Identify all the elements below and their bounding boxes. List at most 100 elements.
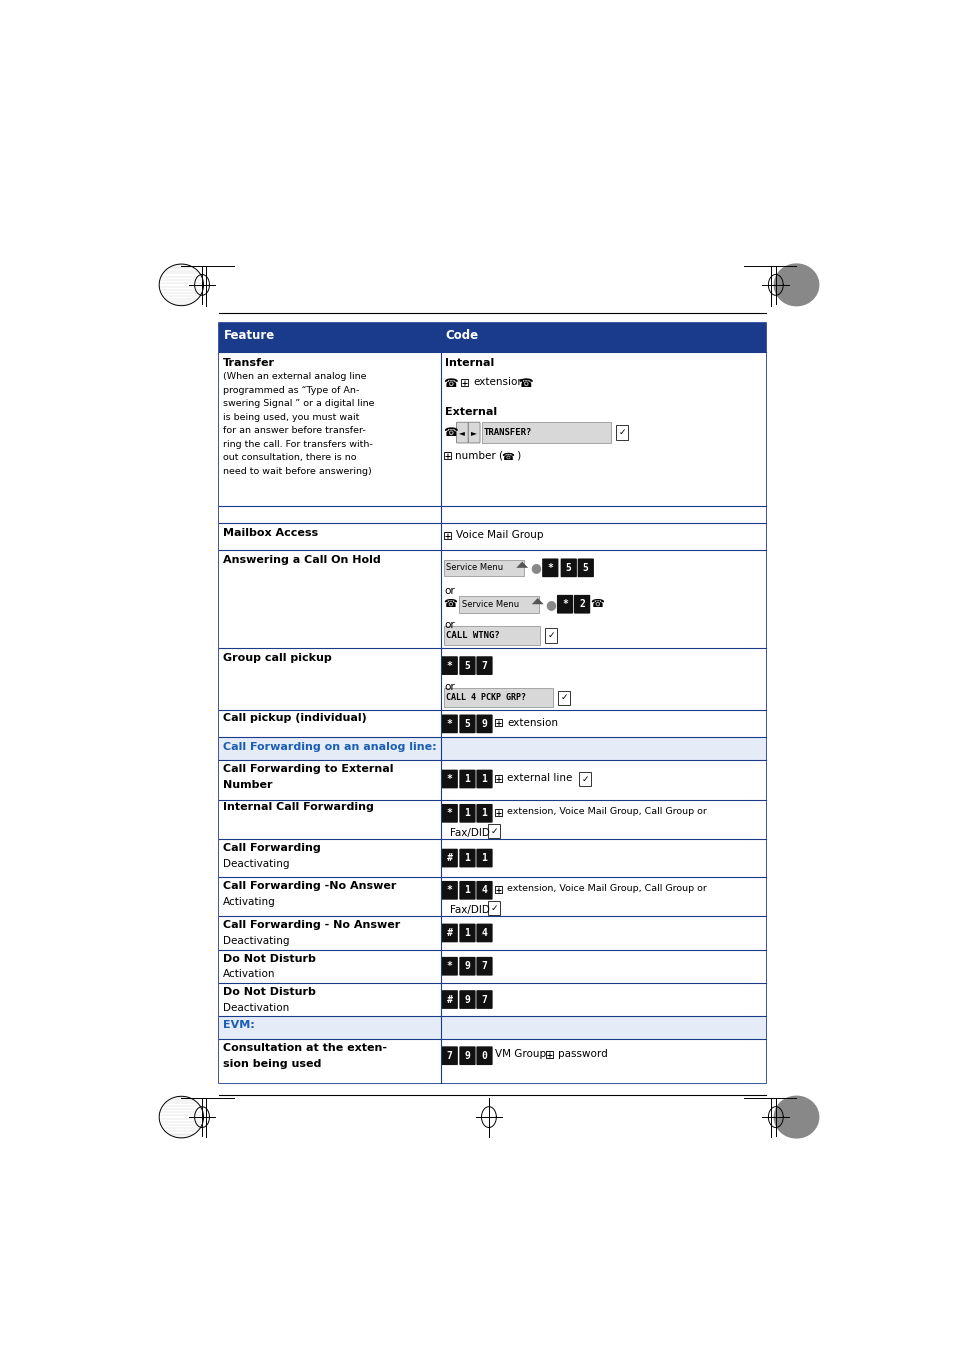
Text: ☎: ☎ (443, 377, 457, 390)
FancyBboxPatch shape (459, 715, 476, 734)
Text: extension: extension (473, 377, 524, 388)
Text: 1: 1 (481, 774, 487, 784)
Text: ►: ► (471, 428, 476, 438)
Text: Internal: Internal (444, 358, 494, 367)
FancyBboxPatch shape (456, 422, 468, 443)
Text: Do Not Disturb: Do Not Disturb (222, 988, 315, 997)
FancyBboxPatch shape (441, 990, 457, 1009)
Text: 4: 4 (481, 928, 487, 938)
FancyBboxPatch shape (459, 1047, 476, 1065)
Bar (219, 800, 765, 839)
Bar (219, 839, 765, 877)
Text: ⊞: ⊞ (459, 377, 469, 390)
Text: 1: 1 (464, 808, 470, 819)
Text: 1: 1 (464, 774, 470, 784)
FancyBboxPatch shape (459, 957, 476, 975)
Text: #: # (446, 994, 453, 1005)
Text: ⊞: ⊞ (494, 773, 504, 785)
Text: ☎: ☎ (518, 377, 533, 390)
Text: Internal Call Forwarding: Internal Call Forwarding (222, 802, 374, 812)
FancyBboxPatch shape (560, 558, 577, 577)
Text: 5: 5 (464, 719, 470, 730)
FancyBboxPatch shape (459, 924, 476, 943)
FancyBboxPatch shape (441, 957, 457, 975)
Text: for an answer before transfer-: for an answer before transfer- (222, 427, 365, 435)
Text: swering Signal ” or a digital line: swering Signal ” or a digital line (222, 400, 374, 408)
Text: *: * (561, 600, 567, 609)
FancyBboxPatch shape (459, 990, 476, 1009)
FancyBboxPatch shape (476, 657, 492, 676)
Text: 1: 1 (481, 852, 487, 863)
Text: *: * (446, 661, 453, 670)
Text: Deactivating: Deactivating (222, 936, 289, 946)
Text: 0: 0 (481, 1051, 487, 1061)
Text: or: or (444, 620, 455, 630)
Bar (219, 323, 765, 1082)
Text: ⊞: ⊞ (545, 1050, 555, 1062)
Bar (616, 426, 627, 440)
Text: ): ) (514, 450, 520, 461)
FancyArrow shape (516, 562, 528, 567)
Text: Do Not Disturb: Do Not Disturb (222, 954, 315, 963)
Text: ✓: ✓ (618, 428, 625, 438)
Bar (219, 648, 765, 711)
FancyBboxPatch shape (459, 881, 476, 900)
FancyBboxPatch shape (441, 848, 457, 867)
Text: CALL WTNG?: CALL WTNG? (446, 631, 499, 640)
FancyBboxPatch shape (557, 594, 573, 613)
Text: 5: 5 (464, 661, 470, 670)
Text: 7: 7 (481, 994, 487, 1005)
Text: EVM:: EVM: (222, 1020, 254, 1031)
Text: 1: 1 (464, 928, 470, 938)
FancyBboxPatch shape (476, 881, 492, 900)
Bar (219, 711, 765, 738)
Text: programmed as “Type of An-: programmed as “Type of An- (222, 386, 358, 394)
Bar (443, 559, 523, 576)
Text: ●: ● (544, 597, 556, 611)
Text: need to wait before answering): need to wait before answering) (222, 467, 371, 476)
Text: 1: 1 (464, 852, 470, 863)
Text: Activation: Activation (222, 970, 275, 979)
Text: ring the call. For transfers with-: ring the call. For transfers with- (222, 440, 372, 449)
Text: Call Forwarding - No Answer: Call Forwarding - No Answer (222, 920, 399, 931)
FancyBboxPatch shape (468, 422, 479, 443)
Text: Service Menu: Service Menu (461, 600, 518, 609)
FancyBboxPatch shape (441, 924, 457, 943)
Text: TRANSFER?: TRANSFER? (483, 428, 532, 438)
Text: 9: 9 (481, 719, 487, 730)
Text: extension, Voice Mail Group, Call Group or: extension, Voice Mail Group, Call Group … (507, 884, 706, 893)
Text: ✓: ✓ (547, 631, 555, 640)
Text: Call Forwarding to External: Call Forwarding to External (222, 765, 393, 774)
Bar (219, 1016, 765, 1039)
Text: external line: external line (507, 773, 572, 782)
Text: Mailbox Access: Mailbox Access (222, 528, 317, 538)
Text: 9: 9 (464, 994, 470, 1005)
Text: Voice Mail Group: Voice Mail Group (456, 531, 542, 540)
Bar (219, 738, 765, 761)
Text: ⊞: ⊞ (494, 717, 504, 731)
Text: Call pickup (individual): Call pickup (individual) (222, 712, 366, 723)
Polygon shape (159, 1096, 203, 1138)
FancyBboxPatch shape (476, 990, 492, 1009)
Bar (219, 916, 765, 950)
FancyBboxPatch shape (459, 848, 476, 867)
Text: extension, Voice Mail Group, Call Group or: extension, Voice Mail Group, Call Group … (507, 807, 706, 816)
Bar (578, 771, 590, 786)
Text: Fax/DID: Fax/DID (449, 905, 489, 915)
Bar (558, 690, 570, 705)
Text: Deactivating: Deactivating (222, 859, 289, 869)
Text: 2: 2 (578, 600, 584, 609)
Text: ✓: ✓ (490, 904, 497, 912)
Text: or: or (444, 682, 455, 692)
Bar (219, 550, 765, 648)
FancyBboxPatch shape (541, 558, 558, 577)
Text: 7: 7 (481, 962, 487, 971)
Text: ☎: ☎ (442, 600, 456, 609)
Bar (443, 689, 553, 707)
Text: 1: 1 (481, 808, 487, 819)
Text: *: * (547, 563, 553, 573)
Text: VM Group: VM Group (495, 1050, 545, 1059)
Bar (219, 523, 765, 550)
Text: ☎: ☎ (443, 426, 457, 439)
Text: ⊞: ⊞ (494, 884, 504, 897)
